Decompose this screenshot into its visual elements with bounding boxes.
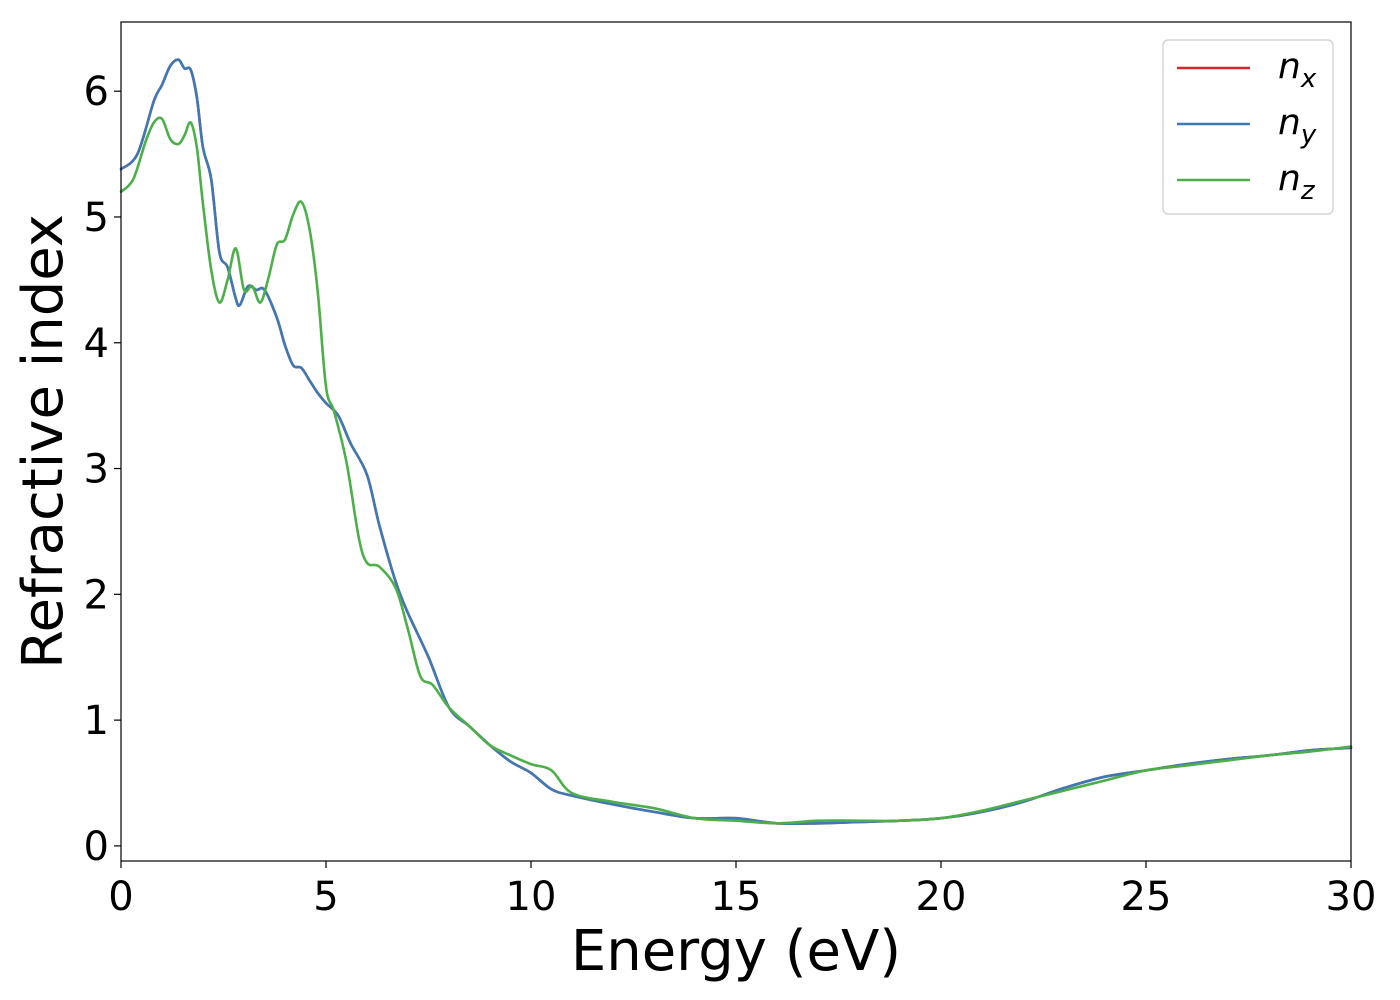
legend: nx ny nz — [1162, 39, 1334, 215]
y-tick-label: 6 — [84, 69, 109, 115]
legend-label-n-x: nx — [1278, 46, 1317, 94]
legend-box — [1162, 39, 1334, 215]
x-tick-label: 20 — [916, 874, 967, 920]
x-axis-ticks: 0 5 10 15 20 25 30 — [108, 861, 1376, 920]
y-tick-label: 2 — [84, 572, 109, 618]
y-tick-label: 3 — [84, 447, 109, 493]
x-tick-label: 15 — [711, 874, 762, 920]
y-tick-label: 0 — [84, 824, 109, 870]
y-tick-label: 1 — [84, 698, 109, 744]
series-layer — [119, 58, 1353, 826]
x-tick-label: 0 — [108, 874, 133, 920]
x-tick-label: 30 — [1326, 874, 1377, 920]
x-tick-label: 10 — [506, 874, 557, 920]
x-axis-title: Energy (eV) — [571, 919, 901, 984]
legend-label-n-z: nz — [1278, 158, 1316, 206]
y-axis-title: Refractive index — [11, 214, 76, 669]
x-tick-label: 25 — [1121, 874, 1172, 920]
y-tick-label: 4 — [84, 321, 109, 367]
legend-label-n-y: ny — [1278, 102, 1317, 150]
x-tick-label: 5 — [313, 874, 338, 920]
y-axis-ticks: 0 1 2 3 4 5 6 — [84, 69, 121, 870]
y-tick-label: 5 — [84, 195, 109, 241]
series-line-n-z — [119, 116, 1353, 825]
